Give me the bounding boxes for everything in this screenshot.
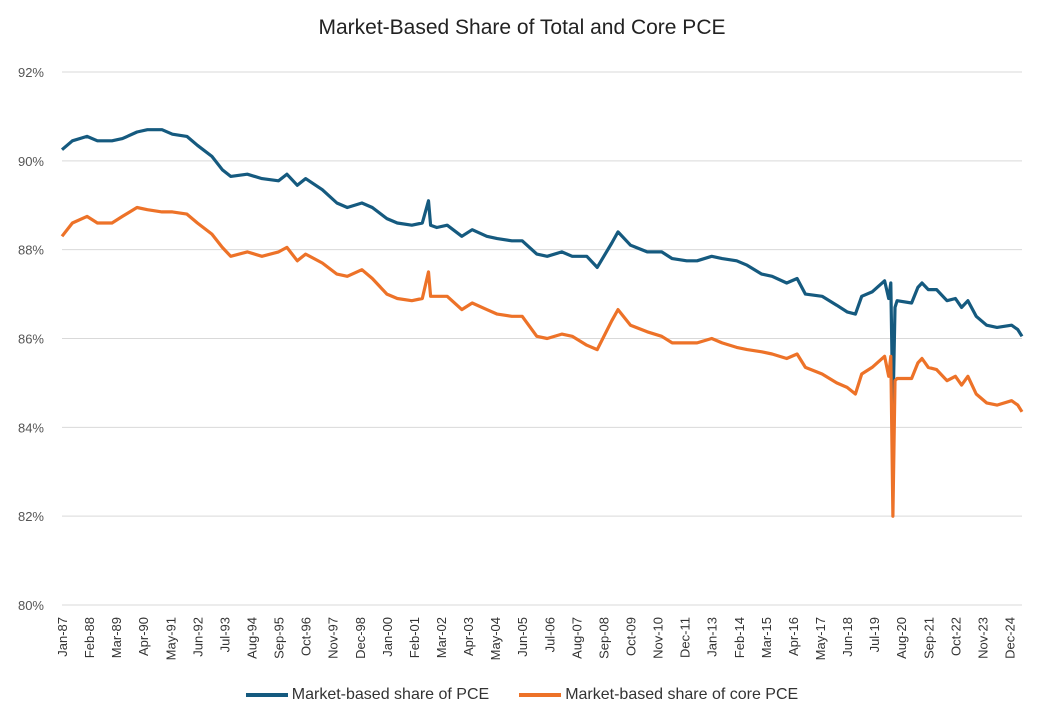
y-tick-label: 92%	[18, 65, 44, 80]
x-tick-label: Apr-16	[786, 617, 801, 656]
x-tick-label: Jan-13	[705, 617, 720, 657]
x-tick-label: Jan-87	[55, 617, 70, 657]
x-tick-label: Aug-20	[894, 617, 909, 659]
x-tick-label: Jul-93	[217, 617, 232, 652]
x-tick-label: Oct-22	[948, 617, 963, 656]
x-tick-label: Feb-88	[82, 617, 97, 658]
x-tick-label: Jul-19	[867, 617, 882, 652]
x-tick-label: Sep-21	[921, 617, 936, 659]
x-tick-label: Dec-24	[1003, 617, 1018, 659]
x-tick-label: Sep-95	[272, 617, 287, 659]
x-tick-label: Aug-07	[569, 617, 584, 659]
y-tick-label: 86%	[18, 332, 44, 347]
y-tick-label: 80%	[18, 598, 44, 613]
x-tick-label: Oct-09	[624, 617, 639, 656]
x-tick-label: Dec-11	[678, 617, 693, 658]
x-tick-label: Nov-10	[651, 617, 666, 659]
y-tick-label: 84%	[18, 420, 44, 435]
x-tick-label: Apr-90	[136, 617, 151, 656]
legend-item-core-pce: Market-based share of core PCE	[519, 686, 798, 704]
series-line-core-pce	[60, 205, 1024, 518]
x-tick-label: Apr-03	[461, 617, 476, 656]
x-tick-label: Jun-05	[515, 617, 530, 657]
x-tick-label: Oct-96	[299, 617, 314, 656]
x-tick-label: May-91	[163, 617, 178, 660]
y-tick-label: 90%	[18, 154, 44, 169]
x-tick-label: Sep-08	[596, 617, 611, 659]
x-tick-label: Mar-89	[109, 617, 124, 658]
legend-item-pce: Market-based share of PCE	[245, 686, 490, 704]
y-tick-label: 82%	[18, 509, 44, 524]
y-tick-label: 88%	[18, 243, 44, 258]
legend-swatch-core-pce	[519, 693, 562, 697]
legend-swatch-pce	[245, 693, 288, 697]
x-tick-label: Aug-94	[245, 617, 260, 659]
series-line-pce	[60, 128, 1024, 416]
x-tick-label: Feb-14	[732, 617, 747, 658]
x-tick-label: Nov-97	[326, 617, 341, 659]
x-tick-label: May-04	[488, 617, 503, 660]
x-tick-label: Dec-98	[353, 617, 368, 659]
legend: Market-based share of PCE Market-based s…	[0, 686, 1044, 704]
x-tick-label: May-17	[813, 617, 828, 660]
legend-label-pce: Market-based share of PCE	[291, 686, 490, 703]
x-tick-label: Jun-92	[190, 617, 205, 657]
x-tick-label: Jun-18	[840, 617, 855, 657]
x-tick-label: Mar-15	[759, 617, 774, 658]
legend-label-core-pce: Market-based share of core PCE	[565, 686, 799, 703]
x-tick-label: Mar-02	[434, 617, 449, 658]
x-tick-label: Jan-00	[380, 617, 395, 657]
chart-title: Market-Based Share of Total and Core PCE	[318, 16, 726, 39]
x-tick-label: Feb-01	[407, 617, 422, 658]
x-tick-label: Jul-06	[542, 617, 557, 652]
x-tick-label: Nov-23	[975, 617, 990, 659]
